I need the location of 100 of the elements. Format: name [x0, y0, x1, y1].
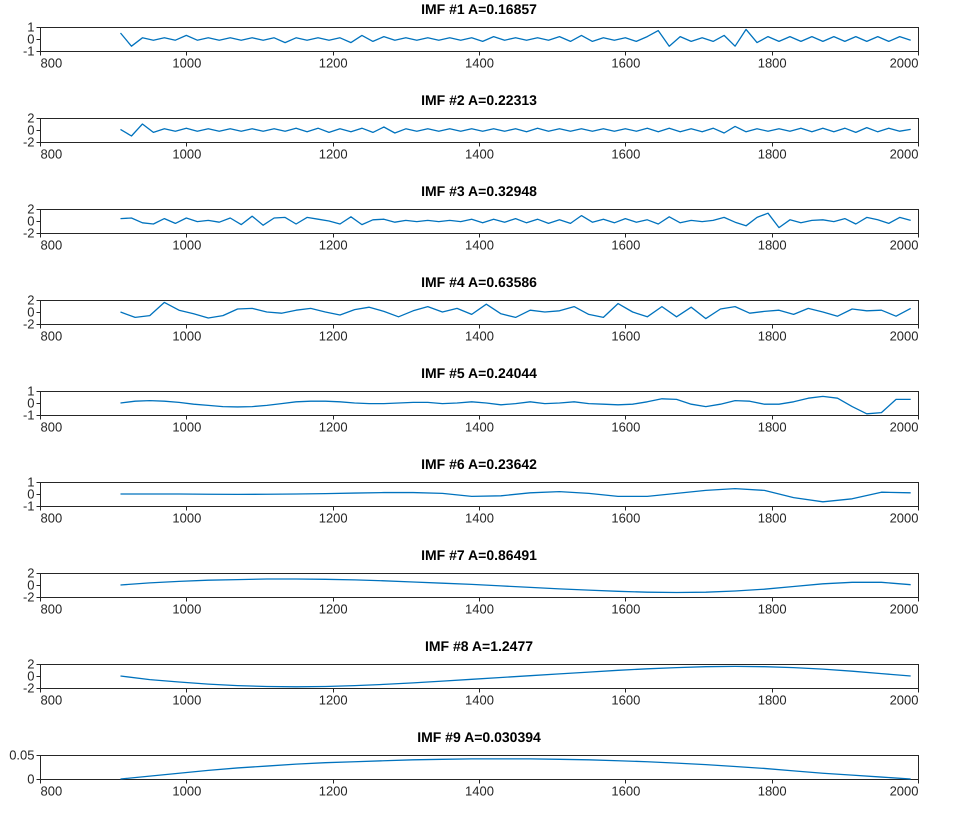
x-tick-label: 1600	[611, 238, 640, 252]
x-tick-label: 2000	[890, 784, 918, 798]
x-tick-label: 1200	[318, 602, 348, 616]
x-tick-label: 1400	[465, 602, 494, 616]
chart-title: IMF #8 A=1.2477	[424, 638, 534, 654]
line-series	[120, 212, 912, 228]
y-tick-label: -1	[22, 44, 34, 58]
x-tick-label: 1000	[172, 420, 202, 434]
x-tick-label: 1000	[172, 602, 202, 616]
y-tick-label: 2	[27, 656, 34, 672]
x-tick-label: 800	[40, 784, 62, 798]
x-tick-label: 1400	[465, 328, 494, 344]
x-tick-label: 800	[40, 420, 62, 434]
x-tick-label: 2000	[890, 328, 918, 344]
x-tick-label: 1200	[318, 692, 348, 708]
x-tick-label: 800	[40, 146, 62, 162]
y-tick-label: 0	[27, 772, 34, 786]
x-tick-label: 1000	[172, 328, 202, 344]
x-tick-label: 1400	[465, 784, 494, 798]
y-tick-label: -1	[22, 408, 34, 422]
chart-title: IMF #4 A=0.63586	[421, 274, 538, 290]
chart-title: IMF #1 A=0.16857	[421, 1, 538, 17]
x-tick-label: 1200	[318, 56, 348, 70]
line-series	[120, 578, 912, 594]
line-series	[120, 28, 912, 47]
x-tick-label: 1600	[611, 56, 640, 70]
x-tick-label: 1600	[611, 510, 640, 526]
x-tick-label: 2000	[890, 146, 918, 162]
chart-title: IMF #3 A=0.32948	[421, 183, 538, 199]
y-tick-label: 2	[27, 566, 34, 580]
y-tick-label: -2	[22, 590, 34, 604]
x-tick-label: 1800	[758, 420, 787, 434]
x-tick-label: 1000	[172, 238, 202, 252]
x-tick-label: 800	[40, 510, 62, 526]
line-series	[120, 302, 912, 320]
x-tick-label: 1600	[611, 328, 640, 344]
x-tick-label: 2000	[890, 602, 918, 616]
chart-title: IMF #6 A=0.23642	[421, 456, 538, 472]
x-tick-label: 1200	[318, 328, 348, 344]
y-tick-label: 0	[27, 32, 34, 46]
x-tick-label: 1800	[758, 238, 787, 252]
x-tick-label: 1000	[172, 692, 202, 708]
x-tick-label: 1400	[465, 420, 494, 434]
x-tick-label: 1000	[172, 784, 202, 798]
y-tick-label: 1	[27, 384, 34, 398]
y-tick-label: 0	[27, 304, 34, 320]
x-tick-label: 1800	[758, 784, 787, 798]
chart-title: IMF #9 A=0.030394	[417, 729, 542, 745]
x-tick-label: 1800	[758, 146, 787, 162]
x-tick-label: 1600	[611, 146, 640, 162]
chart-title: IMF #2 A=0.22313	[421, 92, 538, 108]
x-tick-label: 800	[40, 56, 62, 70]
x-tick-label: 1600	[611, 692, 640, 708]
x-tick-label: 1800	[758, 692, 787, 708]
x-tick-label: 1200	[318, 510, 348, 526]
x-tick-label: 800	[40, 692, 62, 708]
y-tick-label: 0	[27, 122, 34, 138]
y-tick-label: 0	[27, 214, 34, 228]
x-tick-label: 1800	[758, 602, 787, 616]
x-tick-label: 800	[40, 602, 62, 616]
x-tick-label: 2000	[890, 692, 918, 708]
x-tick-label: 1400	[465, 510, 494, 526]
y-tick-label: 0	[27, 486, 34, 502]
x-tick-label: 800	[40, 238, 62, 252]
x-tick-label: 1200	[318, 238, 348, 252]
x-tick-label: 1400	[465, 692, 494, 708]
x-tick-label: 1400	[465, 146, 494, 162]
y-tick-label: -2	[22, 680, 34, 696]
chart-title: IMF #7 A=0.86491	[421, 547, 538, 563]
y-tick-label: 0	[27, 668, 34, 684]
line-series	[120, 123, 912, 137]
y-tick-label: -2	[22, 134, 34, 150]
x-tick-label: 1400	[465, 238, 494, 252]
x-tick-label: 1000	[172, 56, 202, 70]
line-series	[120, 666, 912, 688]
y-tick-label: -2	[22, 316, 34, 332]
y-tick-label: 0	[27, 396, 34, 410]
x-tick-label: 2000	[890, 238, 918, 252]
chart-title: IMF #5 A=0.24044	[421, 365, 538, 381]
y-tick-label: 2	[27, 202, 34, 216]
x-tick-label: 2000	[890, 510, 918, 526]
x-tick-label: 1200	[318, 146, 348, 162]
x-tick-label: 2000	[890, 56, 918, 70]
y-tick-label: 1	[27, 474, 34, 490]
x-tick-label: 800	[40, 328, 62, 344]
y-tick-label: 2	[27, 292, 34, 308]
x-tick-label: 1600	[611, 602, 640, 616]
line-series	[120, 488, 912, 502]
y-tick-label: -1	[22, 498, 34, 514]
line-series	[120, 396, 912, 414]
line-series	[120, 758, 912, 780]
y-tick-label: 1	[27, 20, 34, 34]
y-tick-label: -2	[22, 226, 34, 240]
x-tick-label: 1600	[611, 784, 640, 798]
x-tick-label: 1800	[758, 56, 787, 70]
x-tick-label: 1600	[611, 420, 640, 434]
y-tick-label: 0	[27, 578, 34, 592]
y-tick-label: 0.05	[9, 748, 34, 762]
y-tick-label: 2	[27, 110, 34, 126]
x-tick-label: 1200	[318, 420, 348, 434]
